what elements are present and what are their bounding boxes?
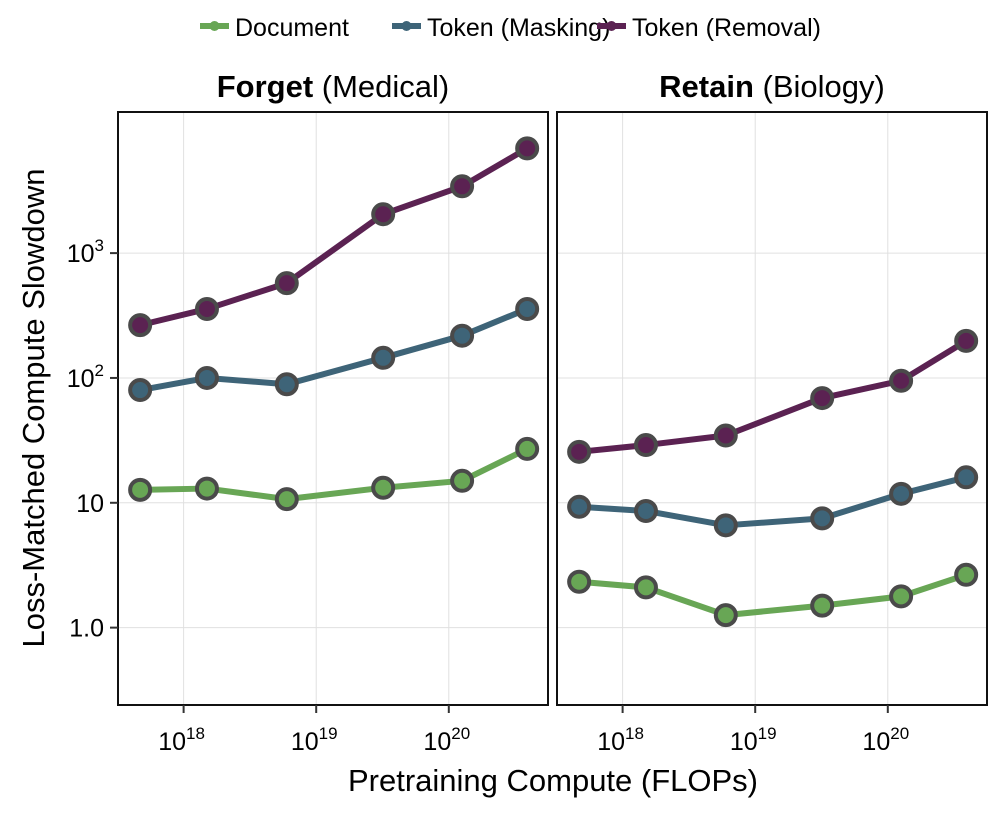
panel-retain: Retain (Biology) 1018 1019 1020 bbox=[556, 69, 988, 756]
data-point bbox=[810, 506, 835, 531]
data-point bbox=[274, 372, 299, 397]
data-point bbox=[274, 271, 299, 296]
plot-frame bbox=[117, 111, 549, 706]
legend-marker bbox=[606, 21, 617, 31]
series-line-2 bbox=[139, 145, 529, 329]
data-point bbox=[567, 569, 592, 594]
data-point bbox=[810, 386, 835, 411]
data-point bbox=[954, 562, 979, 587]
panel-title-rest: (Medical) bbox=[313, 69, 449, 104]
data-point bbox=[128, 378, 153, 403]
y-tick-label: 1.0 bbox=[69, 615, 104, 643]
legend-label: Token (Masking) bbox=[427, 14, 610, 42]
data-point bbox=[713, 423, 738, 448]
data-point bbox=[450, 174, 475, 199]
data-point bbox=[450, 323, 475, 348]
data-point bbox=[128, 313, 153, 338]
legend-label: Token (Removal) bbox=[632, 14, 821, 42]
data-point bbox=[194, 296, 219, 321]
legend-marker bbox=[401, 21, 412, 31]
data-point bbox=[194, 476, 219, 501]
x-tick-label: 1019 bbox=[730, 724, 777, 756]
data-point bbox=[515, 136, 540, 161]
y-axis-label: Loss-Matched Compute Slowdown bbox=[16, 168, 51, 647]
x-tick-label: 1020 bbox=[862, 724, 909, 756]
panel-title: Retain (Biology) bbox=[659, 69, 885, 104]
panel-title-bold: Forget bbox=[217, 69, 313, 104]
data-point bbox=[889, 584, 914, 609]
x-axis-label: Pretraining Compute (FLOPs) bbox=[348, 763, 758, 798]
data-point bbox=[128, 477, 153, 502]
legend-item: Document bbox=[200, 14, 349, 42]
legend-item: Token (Removal) bbox=[597, 14, 821, 42]
data-point bbox=[371, 475, 396, 500]
data-point bbox=[810, 593, 835, 618]
legend-marker bbox=[209, 21, 220, 31]
y-tick-label: 102 bbox=[67, 361, 104, 393]
data-point bbox=[194, 365, 219, 390]
data-point bbox=[713, 513, 738, 538]
data-point bbox=[633, 498, 658, 523]
data-point bbox=[889, 481, 914, 506]
data-point bbox=[515, 296, 540, 321]
data-point bbox=[450, 468, 475, 493]
x-tick-label: 1019 bbox=[291, 724, 338, 756]
data-point bbox=[274, 487, 299, 512]
plot-frame bbox=[556, 111, 988, 706]
panel-forget: Forget (Medical) 1018 1019 1020 1.0 10 102 103 bbox=[67, 69, 549, 756]
data-point bbox=[889, 368, 914, 393]
data-point bbox=[633, 433, 658, 458]
data-point bbox=[371, 345, 396, 370]
data-point bbox=[515, 436, 540, 461]
legend-item: Token (Masking) bbox=[392, 14, 610, 42]
panel-title-bold: Retain bbox=[659, 69, 754, 104]
x-tick-label: 1020 bbox=[423, 724, 470, 756]
data-point bbox=[954, 328, 979, 353]
legend-label: Document bbox=[235, 14, 349, 42]
data-point bbox=[954, 465, 979, 490]
data-point bbox=[713, 603, 738, 628]
x-tick-label: 1018 bbox=[597, 724, 644, 756]
legend: Document Token (Masking) Token (Removal) bbox=[200, 14, 821, 42]
data-point bbox=[567, 494, 592, 519]
data-point bbox=[567, 439, 592, 464]
series-line-2 bbox=[578, 338, 968, 455]
panel-title: Forget (Medical) bbox=[217, 69, 450, 104]
y-tick-label: 10 bbox=[76, 490, 104, 518]
data-point bbox=[633, 575, 658, 600]
panel-title-rest: (Biology) bbox=[754, 69, 885, 104]
data-point bbox=[371, 202, 396, 227]
y-tick-label: 103 bbox=[67, 236, 104, 268]
x-tick-label: 1018 bbox=[158, 724, 205, 756]
